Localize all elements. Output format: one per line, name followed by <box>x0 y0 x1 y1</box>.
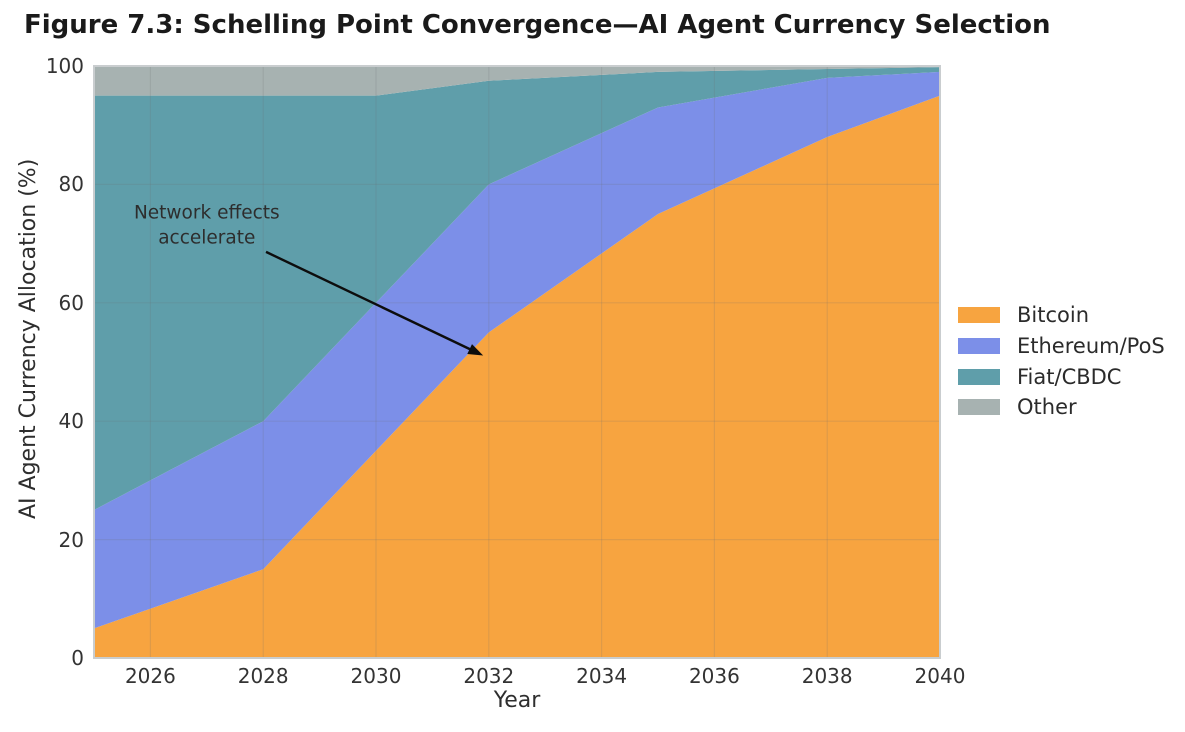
area-bitcoin <box>94 95 940 659</box>
x-axis-label: Year <box>493 688 541 713</box>
chart-title: Figure 7.3: Schelling Point Convergence—… <box>24 10 1051 40</box>
y-axis-label: AI Agent Currency Allocation (%) <box>16 158 41 519</box>
x-tick-label: 2026 <box>124 664 176 688</box>
y-tick-label: 100 <box>45 54 84 78</box>
x-tick-label: 2028 <box>237 664 289 688</box>
annotation-arrowhead <box>467 344 484 356</box>
legend-swatch <box>958 368 1000 385</box>
legend-swatch <box>958 307 1000 324</box>
legend-item: Bitcoin <box>958 300 1165 331</box>
area-ethereum-pos <box>94 71 940 629</box>
legend-swatch <box>958 399 1000 416</box>
legend: Bitcoin Ethereum/PoS Fiat/CBDC Other <box>958 300 1165 423</box>
x-tick-label: 2034 <box>576 664 628 688</box>
area-fiat-cbdc <box>94 67 940 511</box>
legend-item: Other <box>958 392 1165 423</box>
legend-swatch <box>958 338 1000 355</box>
legend-label: Bitcoin <box>1017 303 1090 328</box>
x-tick-label: 2036 <box>688 664 740 688</box>
y-tick-label: 60 <box>58 290 84 315</box>
legend-item: Fiat/CBDC <box>958 361 1165 392</box>
annotation-text: Network effects accelerate <box>133 203 280 249</box>
y-tick-label: 80 <box>58 172 84 197</box>
y-tick-label: 0 <box>71 646 84 670</box>
legend-label: Other <box>1017 395 1077 420</box>
y-tick-label: 20 <box>58 527 84 552</box>
x-tick-label: 2038 <box>801 664 853 688</box>
y-tick-label: 40 <box>58 409 84 434</box>
x-tick-label: 2030 <box>350 664 402 688</box>
x-tick-label: 2032 <box>463 664 515 688</box>
x-tick-label: 2040 <box>914 664 966 688</box>
annotation-arrow <box>265 250 476 353</box>
legend-item: Ethereum/PoS <box>958 331 1165 362</box>
legend-label: Fiat/CBDC <box>1017 364 1122 389</box>
area-other <box>94 66 940 96</box>
plot-border <box>93 65 941 659</box>
legend-label: Ethereum/PoS <box>1017 334 1165 359</box>
